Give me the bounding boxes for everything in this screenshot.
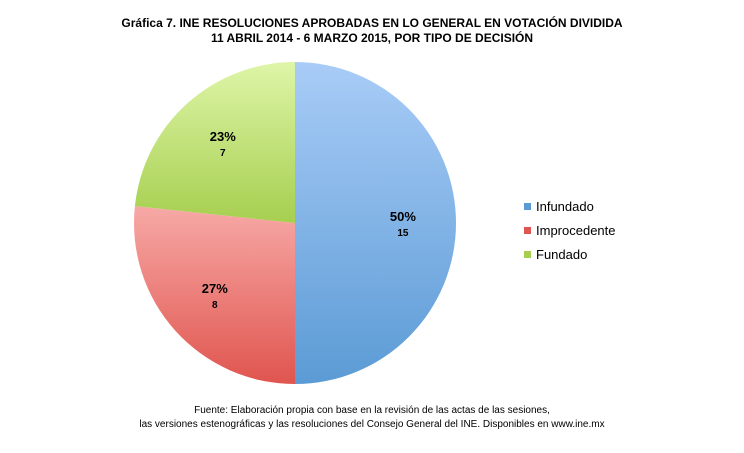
legend-swatch-improcedente bbox=[524, 226, 531, 234]
legend-swatch-infundado bbox=[524, 202, 531, 210]
legend-item-fundado: Fundado bbox=[524, 242, 616, 266]
footer-line-2: las versiones estenográficas y las resol… bbox=[139, 419, 605, 430]
slice-value-label-fundado: 7 bbox=[220, 148, 226, 159]
legend-label-fundado: Fundado bbox=[536, 246, 588, 262]
chart-title: Gráfica 7. INE RESOLUCIONES APROBADAS EN… bbox=[0, 16, 744, 46]
slice-value-label-infundado: 15 bbox=[397, 228, 409, 239]
chart-legend: Infundado Improcedente Fundado bbox=[524, 194, 616, 266]
legend-item-infundado: Infundado bbox=[524, 194, 616, 218]
legend-swatch-fundado bbox=[524, 250, 531, 258]
slice-value-label-improcedente: 8 bbox=[212, 300, 218, 311]
legend-label-infundado: Infundado bbox=[536, 198, 594, 214]
slice-percent-label-fundado: 23% bbox=[210, 129, 236, 144]
legend-label-improcedente: Improcedente bbox=[536, 222, 616, 238]
slice-percent-label-improcedente: 27% bbox=[202, 281, 228, 296]
chart-subtitle: 11 ABRIL 2014 - 6 MARZO 2015, POR TIPO D… bbox=[210, 31, 534, 45]
pie-slice-improcedente bbox=[133, 206, 295, 384]
chart-title-line1: Gráfica 7. INE RESOLUCIONES APROBADAS EN… bbox=[121, 16, 623, 30]
legend-item-improcedente: Improcedente bbox=[524, 218, 616, 242]
chart-footer: Fuente: Elaboración propia con base en l… bbox=[0, 404, 744, 432]
pie-slice-infundado bbox=[295, 62, 456, 384]
footer-line-1: Fuente: Elaboración propia con base en l… bbox=[194, 405, 550, 416]
pie-slice-fundado bbox=[134, 62, 295, 223]
slice-percent-label-infundado: 50% bbox=[390, 209, 416, 224]
